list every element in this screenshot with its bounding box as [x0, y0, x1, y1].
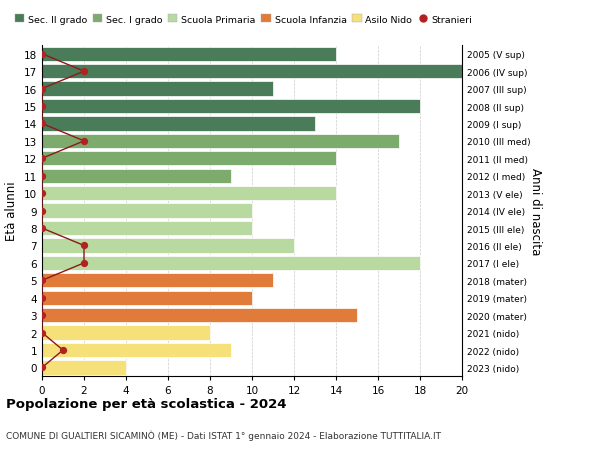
Bar	[42, 187, 336, 201]
Bar	[42, 291, 252, 305]
Bar	[42, 274, 273, 288]
Bar	[42, 343, 231, 358]
Bar	[42, 204, 252, 218]
Bar	[42, 326, 210, 340]
Point	[58, 347, 68, 354]
Point	[37, 225, 47, 232]
Point	[37, 294, 47, 302]
Text: COMUNE DI GUALTIERI SICAMINÒ (ME) - Dati ISTAT 1° gennaio 2024 - Elaborazione TU: COMUNE DI GUALTIERI SICAMINÒ (ME) - Dati…	[6, 429, 441, 440]
Point	[37, 207, 47, 215]
Point	[37, 190, 47, 197]
Y-axis label: Anni di nascita: Anni di nascita	[529, 168, 542, 255]
Bar	[42, 221, 252, 235]
Point	[37, 103, 47, 111]
Point	[37, 155, 47, 162]
Bar	[42, 65, 462, 79]
Bar	[42, 239, 294, 253]
Point	[37, 277, 47, 285]
Bar	[42, 117, 315, 131]
Point	[37, 364, 47, 371]
Point	[79, 68, 89, 76]
Bar	[42, 308, 357, 323]
Point	[37, 173, 47, 180]
Point	[79, 242, 89, 250]
Bar	[42, 82, 273, 96]
Point	[37, 312, 47, 319]
Point	[37, 86, 47, 93]
Legend: Sec. II grado, Sec. I grado, Scuola Primaria, Scuola Infanzia, Asilo Nido, Stran: Sec. II grado, Sec. I grado, Scuola Prim…	[11, 11, 476, 28]
Bar	[42, 152, 336, 166]
Bar	[42, 361, 126, 375]
Point	[37, 329, 47, 336]
Bar	[42, 47, 336, 62]
Point	[79, 260, 89, 267]
Bar	[42, 134, 399, 149]
Bar	[42, 256, 420, 270]
Point	[37, 121, 47, 128]
Text: Popolazione per età scolastica - 2024: Popolazione per età scolastica - 2024	[6, 397, 287, 410]
Y-axis label: Età alunni: Età alunni	[5, 181, 19, 241]
Bar	[42, 100, 420, 114]
Bar	[42, 169, 231, 184]
Point	[79, 138, 89, 145]
Point	[37, 51, 47, 58]
